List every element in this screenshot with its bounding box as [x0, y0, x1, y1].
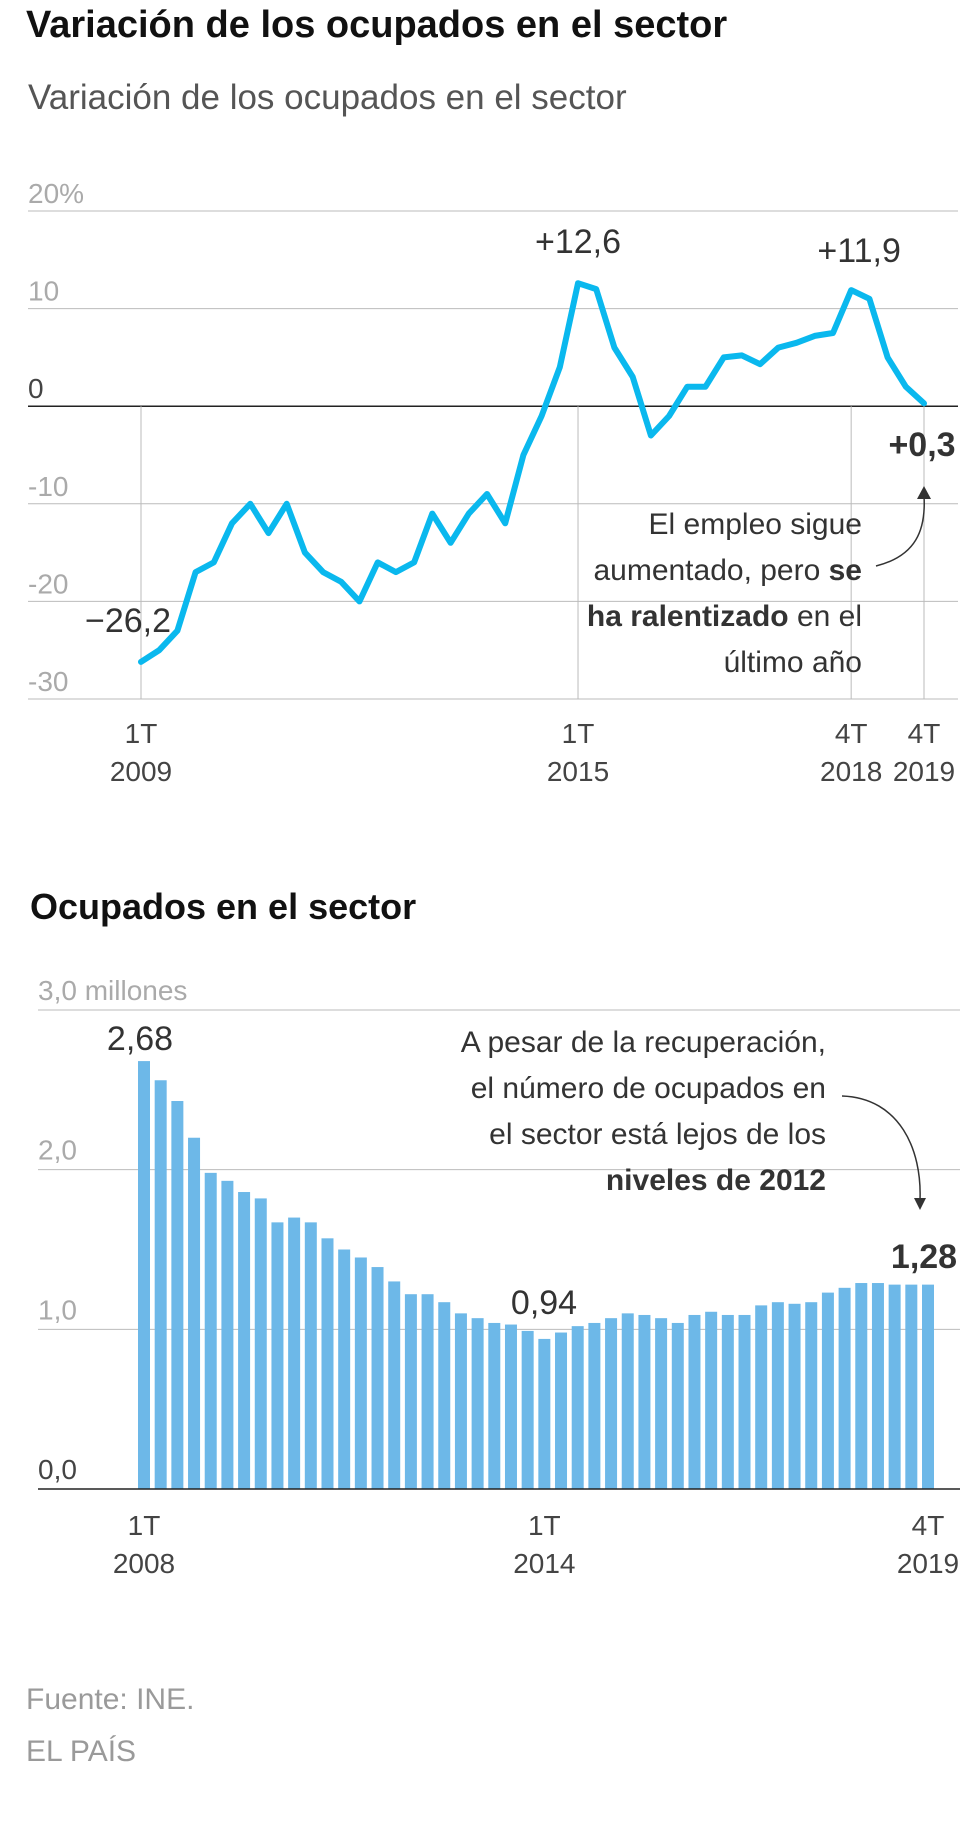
x-tick-label: 2014 [513, 1548, 575, 1579]
bar [888, 1284, 901, 1489]
source-note: Fuente: INE. [26, 1683, 195, 1716]
bar [321, 1238, 334, 1489]
annotation-line: ha ralentizado en el [587, 600, 862, 633]
annotation-line: niveles de 2012 [606, 1164, 826, 1197]
bar [154, 1080, 167, 1489]
bar [471, 1318, 484, 1489]
data-label-min: −26,2 [85, 602, 171, 640]
bar [805, 1302, 818, 1489]
annotation-line: El empleo sigue [649, 508, 862, 541]
annotation-arrow [841, 1095, 921, 1201]
annotation-line: A pesar de la recuperación, [461, 1026, 826, 1059]
bar-chart: 3,0 millones 2,0 1,0 0,0 1T 2008 1T 2014 4T 2019 2… [38, 975, 960, 1579]
bar [538, 1338, 551, 1489]
y-tick-label: -30 [28, 666, 68, 697]
bar [338, 1249, 351, 1489]
x-tick-label: 2009 [110, 756, 172, 787]
line-chart: 20% 10 0 -10 -20 -30 1T 2009 1T 2015 4T 2018 4T 2019 −… [28, 178, 958, 787]
y-tick-label: 3,0 millones [38, 975, 187, 1006]
data-label-peak-2018: +11,9 [817, 232, 901, 270]
x-tick-label: 2018 [820, 756, 882, 787]
bar [504, 1324, 517, 1489]
bar [788, 1303, 801, 1489]
data-label-last: +0,3 [888, 426, 955, 464]
bar [738, 1314, 751, 1489]
annotation-line: último año [724, 646, 862, 679]
bar [188, 1137, 201, 1489]
x-tick-label: 2015 [547, 756, 609, 787]
bar [755, 1305, 768, 1489]
bar [721, 1314, 734, 1489]
bar [588, 1322, 601, 1489]
bar [454, 1313, 467, 1489]
publisher: EL PAÍS [26, 1735, 137, 1768]
data-label-last: 1,28 [891, 1238, 957, 1276]
bar [138, 1061, 150, 1489]
bar [855, 1283, 868, 1489]
data-label-peak-2015: +12,6 [535, 223, 621, 261]
annotation-line: aumentado, pero se [593, 554, 862, 587]
bar [221, 1180, 234, 1489]
y-tick-label: 10 [28, 276, 59, 307]
y-tick-label: 1,0 [38, 1294, 77, 1325]
annotation-arrowhead [917, 486, 931, 499]
bar [371, 1267, 384, 1489]
bar [271, 1222, 284, 1489]
bar [905, 1284, 918, 1489]
bar [238, 1192, 251, 1489]
bar [605, 1318, 618, 1489]
y-tick-label: 20% [28, 178, 84, 209]
bar [521, 1330, 534, 1489]
bar [304, 1222, 317, 1489]
bar [871, 1283, 884, 1489]
series-line [138, 280, 927, 665]
x-tick-label: 2019 [893, 756, 955, 787]
bar [204, 1172, 217, 1489]
annotation-arrow [875, 495, 925, 567]
x-tick-label: 1T [528, 1510, 561, 1541]
bar [621, 1313, 634, 1489]
annotation-line: el sector está lejos de los [489, 1118, 826, 1151]
x-tick-label: 1T [128, 1510, 161, 1541]
bar [638, 1314, 651, 1489]
bar [254, 1198, 267, 1489]
bar [488, 1322, 501, 1489]
x-tick-label: 4T [908, 718, 941, 749]
bar [821, 1292, 834, 1489]
bar [705, 1311, 718, 1489]
bar [688, 1314, 701, 1489]
bar [838, 1287, 851, 1489]
bar [671, 1322, 684, 1489]
y-tick-label: 0 [28, 373, 44, 404]
y-tick-label: -20 [28, 568, 68, 599]
chart2-title: Ocupados en el sector [30, 886, 417, 927]
data-label-min: 0,94 [511, 1284, 577, 1322]
bar [655, 1318, 668, 1489]
y-tick-label: 2,0 [38, 1135, 77, 1166]
bar [404, 1294, 417, 1489]
bar [555, 1332, 568, 1489]
x-tick-label: 2019 [897, 1548, 959, 1579]
x-tick-label: 4T [835, 718, 868, 749]
bar [922, 1284, 934, 1489]
bar [171, 1101, 184, 1489]
data-label-max: 2,68 [107, 1020, 173, 1058]
bar [438, 1302, 451, 1489]
bar [571, 1326, 584, 1489]
bar [354, 1257, 367, 1489]
bar [288, 1217, 301, 1489]
annotation-arrowhead [914, 1198, 926, 1210]
y-tick-label: -10 [28, 471, 68, 502]
annotation-line: el número de ocupados en [471, 1072, 826, 1105]
x-tick-label: 1T [125, 718, 158, 749]
bar [388, 1281, 401, 1489]
y-tick-label: 0,0 [38, 1454, 77, 1485]
x-tick-label: 1T [562, 718, 595, 749]
chart1-title: Variación de los ocupados en el sector [26, 4, 728, 46]
bar [421, 1294, 434, 1489]
chart1-subtitle: Variación de los ocupados en el sector [28, 78, 627, 117]
bar [771, 1302, 784, 1489]
x-tick-label: 4T [912, 1510, 945, 1541]
x-tick-label: 2008 [113, 1548, 175, 1579]
